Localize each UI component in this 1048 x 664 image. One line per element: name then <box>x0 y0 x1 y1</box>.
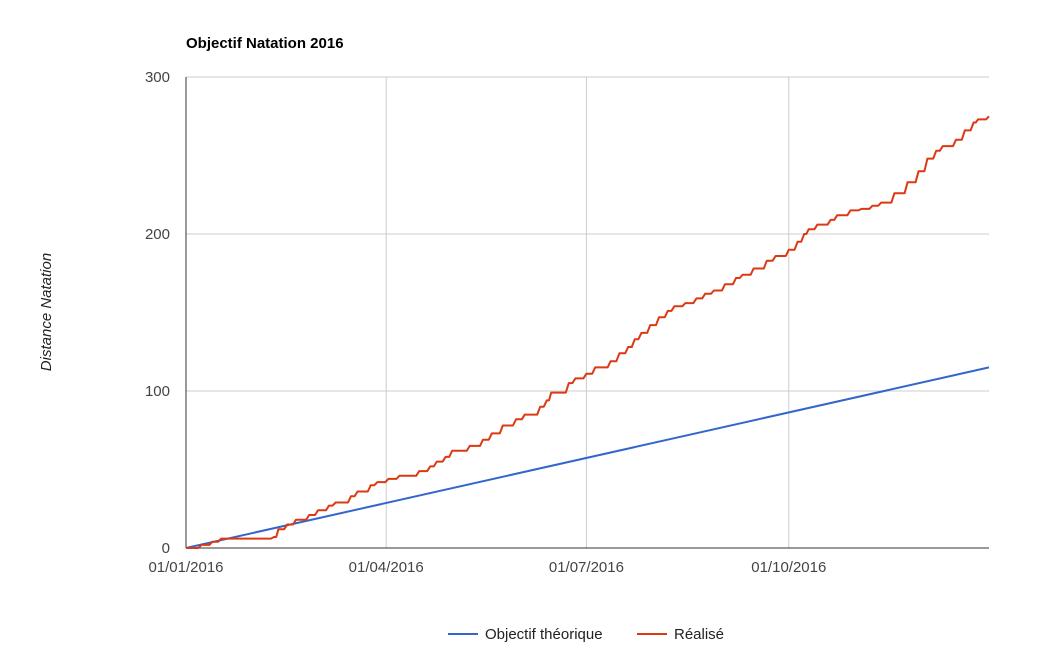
x-tick-label: 01/01/2016 <box>148 559 223 576</box>
legend-label-realise: Réalisé <box>674 626 724 643</box>
y-tick-label: 200 <box>145 226 170 243</box>
y-tick-label: 0 <box>162 540 170 557</box>
series-line-realise <box>186 115 990 549</box>
chart-title: Objectif Natation 2016 <box>186 35 344 52</box>
series-line-objectif <box>185 366 990 549</box>
y-tick-label: 100 <box>145 383 170 400</box>
x-tick-label: 01/10/2016 <box>751 559 826 576</box>
x-tick-label: 01/04/2016 <box>349 559 424 576</box>
y-tick-label: 300 <box>145 69 170 86</box>
x-tick-label: 01/07/2016 <box>549 559 624 576</box>
legend-label-objectif: Objectif théorique <box>485 626 603 643</box>
y-axis-label: Distance Natation <box>38 253 55 371</box>
